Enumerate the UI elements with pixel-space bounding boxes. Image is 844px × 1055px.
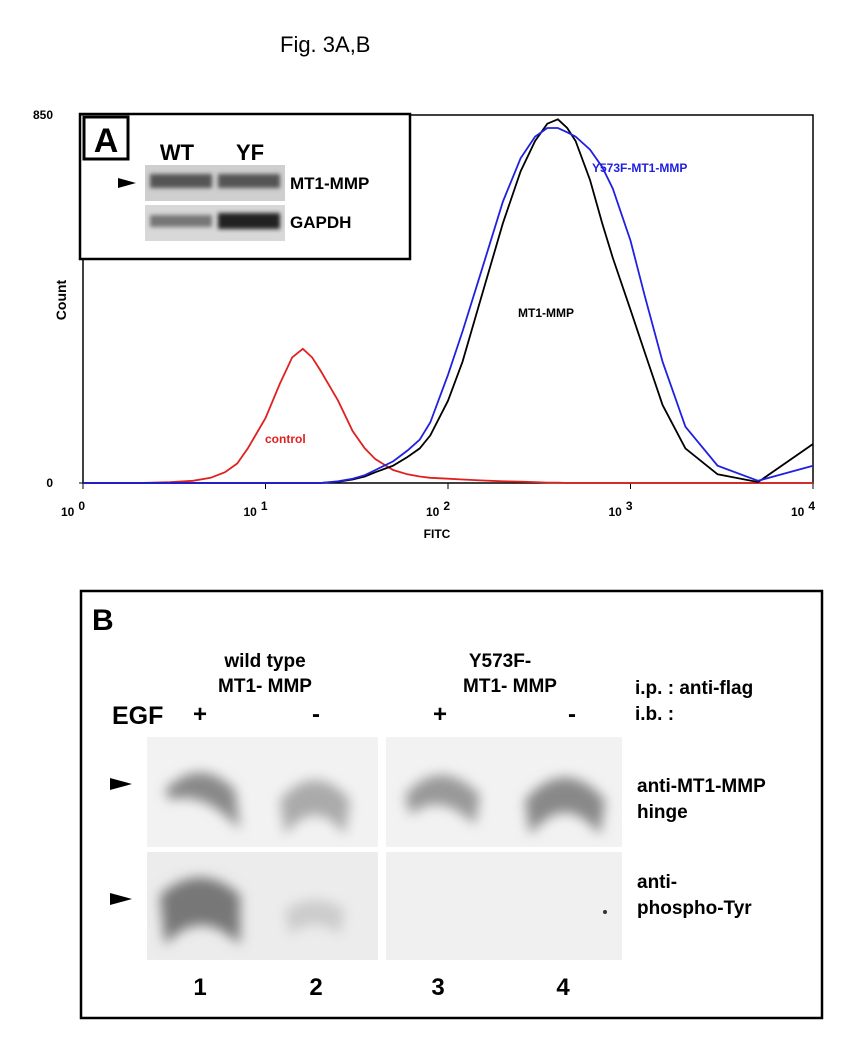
lane-number: 3 [431,974,444,1001]
treatment: - [312,701,320,728]
band [218,174,280,188]
figure-title: Fig. 3A,B [280,32,370,57]
antibody-label: anti-MT1-MMP [637,776,766,797]
arrowhead [110,778,132,790]
speck [603,910,607,914]
x-tick-label: 10 2 [426,499,450,519]
band [150,174,212,188]
row-label: GAPDH [290,213,351,232]
panel-label: B [92,604,114,637]
tick-base: 10 [609,505,623,519]
arrowhead [110,893,132,905]
tick-exponent: 3 [626,499,633,513]
group-label: MT1- MMP [218,676,312,697]
x-tick-label: 10 4 [791,499,815,519]
x-tick-label: 10 0 [61,499,85,519]
smear [525,777,605,835]
smear [405,775,480,825]
treatment: - [568,701,576,728]
antibody-label: anti- [637,872,677,893]
tick-base: 10 [791,505,805,519]
lane-label: WT [160,140,195,165]
tick-exponent: 1 [261,499,268,513]
tick-base: 10 [244,505,258,519]
band [150,215,212,227]
ib-label: i.b. : [635,704,674,725]
lane-number: 2 [309,974,322,1001]
x-tick-label: 10 3 [609,499,633,519]
lane-number: 1 [193,974,206,1001]
series-label: MT1-MMP [518,306,574,320]
lane-label: YF [236,140,264,165]
group-label: Y573F- [469,651,531,672]
lane-number: 4 [556,974,570,1001]
y-tick-label: 0 [46,476,53,490]
tick-base: 10 [61,505,75,519]
antibody-label: phospho-Tyr [637,898,752,919]
treatment: + [193,701,207,728]
series-line [83,347,813,484]
tick-exponent: 2 [443,499,450,513]
smear [160,877,240,945]
tick-exponent: 0 [78,499,85,513]
group-label: MT1- MMP [463,676,557,697]
panel-label: A [94,122,119,160]
row-label: MT1-MMP [290,174,369,193]
x-axis-label: FITC [424,527,451,541]
ip-label: i.p. : anti-flag [635,678,753,699]
group-label: wild type [223,651,305,672]
smear [285,900,345,935]
arrowhead [118,178,136,188]
band [218,213,280,229]
series-line [83,127,814,484]
x-tick-label: 10 1 [244,499,268,519]
series-label: control [265,432,306,446]
egf-label: EGF [112,702,163,730]
tick-exponent: 4 [808,499,815,513]
panel-a-box [82,115,130,161]
blot [386,852,622,960]
tick-base: 10 [426,505,440,519]
panel-b-box [79,589,824,1020]
treatment: + [433,701,447,728]
series-label: Y573F-MT1-MMP [592,161,687,175]
y-axis-label: Count [53,279,69,320]
antibody-label: hinge [637,802,688,823]
smear [280,780,350,835]
smear [165,772,240,830]
y-tick-label: 850 [33,108,53,122]
